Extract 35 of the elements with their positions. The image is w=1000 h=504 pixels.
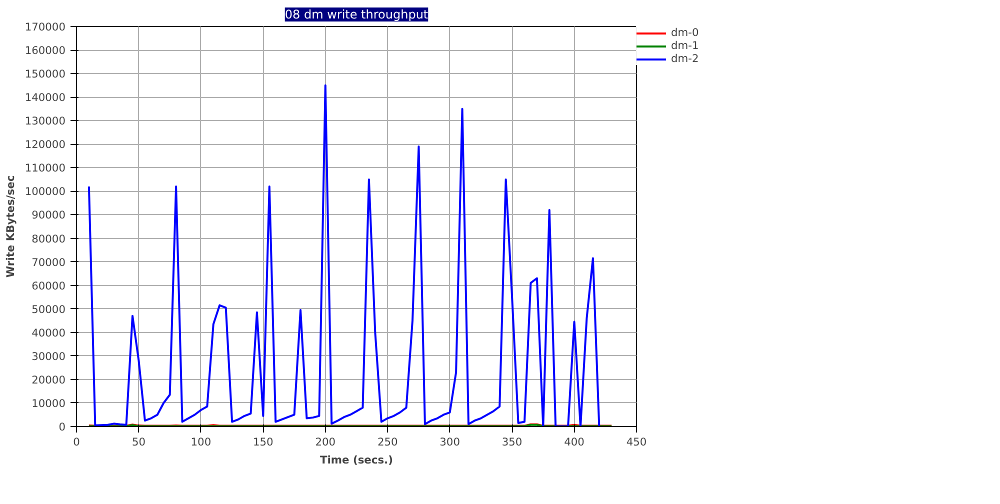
y-tick-label: 10000 <box>32 396 66 410</box>
legend-label: dm-0 <box>671 26 699 39</box>
y-tick-label: 160000 <box>24 44 66 58</box>
y-tick-label: 30000 <box>32 350 66 363</box>
x-tick-label: 200 <box>315 436 336 448</box>
x-tick-label: 400 <box>564 436 585 448</box>
chart-title: 08 dm write throughput <box>284 8 428 22</box>
y-tick-label: 100000 <box>24 185 66 198</box>
y-tick-label: 120000 <box>24 138 66 152</box>
y-tick-label: 40000 <box>32 326 66 340</box>
x-tick-label: 350 <box>502 436 522 448</box>
line-series <box>88 84 600 426</box>
x-tick-label: 300 <box>440 436 460 448</box>
x-tick-label: 150 <box>252 436 274 448</box>
y-tick-label: 20000 <box>32 373 66 386</box>
y-tick-label: 0 <box>58 420 66 434</box>
legend-label: dm-1 <box>671 39 699 52</box>
y-axis-title: Write KBytes/sec <box>4 175 17 278</box>
x-tick-label: 100 <box>190 436 212 448</box>
y-tick-label: 80000 <box>32 232 66 246</box>
y-tick-label: 50000 <box>32 302 66 316</box>
y-tick-label: 170000 <box>24 20 66 34</box>
x-axis-title: Time (secs.) <box>320 454 393 466</box>
x-tick-label: 450 <box>626 436 647 448</box>
y-tick-label: 150000 <box>24 68 66 81</box>
y-tick-label: 130000 <box>24 114 66 128</box>
y-tick-label: 110000 <box>24 162 66 175</box>
legend-label: dm-2 <box>671 52 699 65</box>
y-tick-label: 70000 <box>32 256 66 269</box>
y-tick-label: 140000 <box>24 91 66 104</box>
y-tick-label: 90000 <box>32 208 66 222</box>
x-tick-label: 50 <box>132 436 146 448</box>
y-tick-label: 60000 <box>32 279 66 292</box>
x-tick-label: 250 <box>377 436 398 448</box>
x-tick-label: 0 <box>73 436 80 448</box>
